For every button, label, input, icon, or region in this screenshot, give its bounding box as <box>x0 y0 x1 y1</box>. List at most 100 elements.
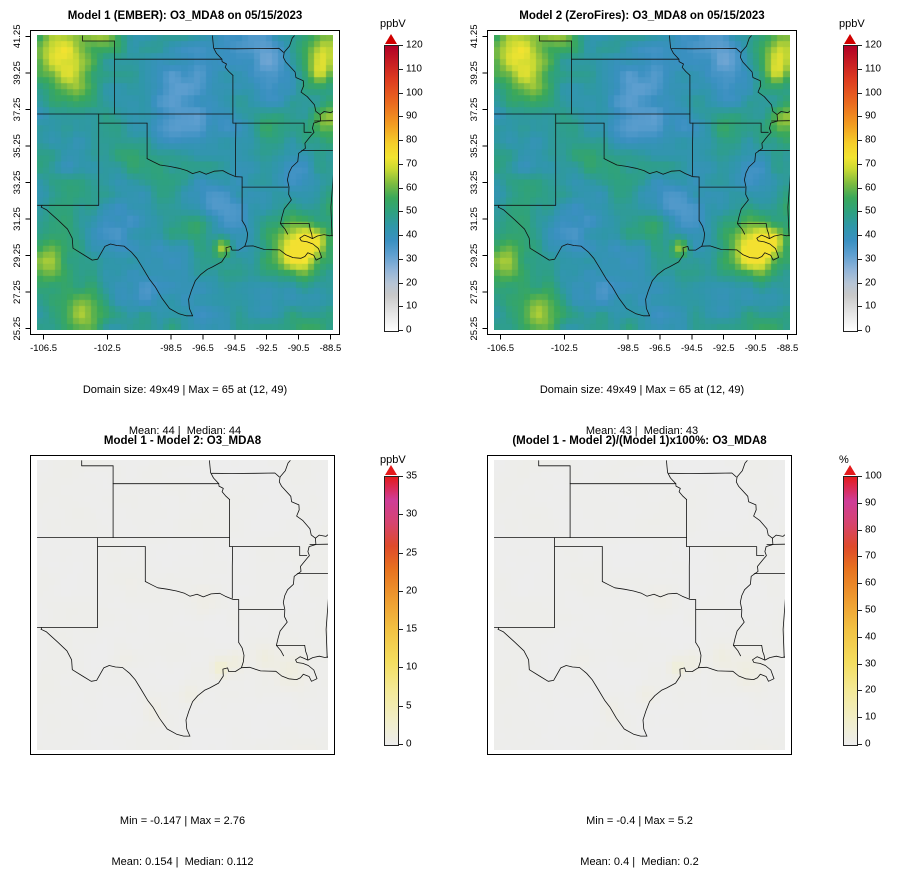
y-axis-tick-label: 35.25 <box>469 134 480 158</box>
colorbar-tick-label: 70 <box>406 158 418 170</box>
colorbar-tick-mark <box>399 514 403 516</box>
x-axis-tick-label: -94.5 <box>681 343 703 354</box>
colorbar-tick-label: 35 <box>406 470 418 482</box>
map-borders-overlay: -106.5 -102.5 -98.5 -96.5 -94.5 -92.5 -90.5 -88… <box>12 25 341 354</box>
colorbar-tick-mark <box>858 663 862 665</box>
colorbar-tick-label: 50 <box>865 604 877 616</box>
y-axis-tick-label: 29.25 <box>12 244 23 268</box>
heatmap-canvas <box>494 35 790 330</box>
colorbar-tick-mark <box>858 502 862 504</box>
colorbar-tick-label: 100 <box>406 87 423 98</box>
colorbar-tick-label: 100 <box>865 87 882 98</box>
state-borders <box>494 460 785 737</box>
x-axis-tick-label: -102.5 <box>94 343 121 354</box>
colorbar-tick-mark <box>858 610 862 611</box>
x-axis-tick-label: -102.5 <box>551 343 578 354</box>
map-borders-overlay <box>487 455 792 755</box>
heatmap-canvas <box>37 460 328 750</box>
y-axis-tick-label: 25.25 <box>12 317 23 341</box>
colorbar-tick-mark <box>399 629 403 631</box>
colorbar-tick-mark <box>399 330 403 331</box>
colorbar-tick-mark <box>399 306 403 308</box>
colorbar-tick-label: 80 <box>865 524 877 536</box>
colorbar-tick-mark <box>399 705 403 707</box>
stats-line-1: Domain size: 49x49 | Max = 65 at (12, 49… <box>539 384 745 396</box>
colorbar-tick-label: 80 <box>865 134 877 146</box>
x-axis-tick-label: -106.5 <box>30 343 57 354</box>
colorbar-tick-mark <box>858 211 862 213</box>
colorbar-tick-label: 20 <box>865 684 877 696</box>
colorbar-tick-mark <box>858 187 862 189</box>
y-axis-tick-label: 33.25 <box>12 171 23 195</box>
colorbar-tick-label: 60 <box>865 182 877 193</box>
x-axis-tick-label: -92.5 <box>256 343 278 354</box>
y-axis-tick-label: 25.25 <box>469 317 480 341</box>
map-plot: -106.5 -102.5 -98.5 -96.5 -94.5 -92.5 -90.5 -88… <box>12 25 341 354</box>
colorbar-tick-mark <box>858 690 862 692</box>
x-axis-tick-label: -88.5 <box>320 343 342 354</box>
colorbar-tick-mark <box>858 45 862 46</box>
colorbar-unit-label: % <box>839 454 849 466</box>
colorbar-tick-mark <box>399 476 403 477</box>
colorbar-tick-mark <box>858 744 862 745</box>
colorbar-tick-mark <box>858 717 862 719</box>
colorbar-tick-mark <box>858 163 862 165</box>
state-borders <box>37 460 328 737</box>
colorbar-tick-label: 5 <box>406 700 412 712</box>
y-axis-tick-label: 27.25 <box>469 280 480 304</box>
x-axis-tick-label: -98.5 <box>617 343 639 354</box>
y-axis-tick-label: 31.25 <box>469 207 480 231</box>
colorbar-tick-mark <box>399 163 403 165</box>
colorbar-tick-mark <box>858 92 862 94</box>
panel-title: Model 1 (EMBER): O3_MDA8 on 05/15/2023 <box>67 10 303 22</box>
colorbar-tick-label: 10 <box>865 300 877 312</box>
map-plot <box>487 455 792 755</box>
colorbar-tick-mark <box>858 116 862 118</box>
panel-stats: Domain size: 49x49 | Max = 65 at (12, 49… <box>0 357 370 465</box>
x-axis-tick-label: -98.5 <box>160 343 182 354</box>
colorbar-tick-label: 30 <box>406 508 418 520</box>
colorbar-tick-mark <box>858 282 862 284</box>
colorbar-tick-label: 30 <box>865 253 877 265</box>
colorbar-tick-label: 60 <box>406 182 418 193</box>
panel-stats: Min = -0.4 | Max = 5.2 Mean: 0.4 | Media… <box>457 788 822 896</box>
colorbar-tick-label: 100 <box>865 470 882 482</box>
colorbar-tick-mark <box>858 330 862 331</box>
y-axis-tick-label: 31.25 <box>12 207 23 231</box>
y-axis-tick-label: 37.25 <box>12 98 23 122</box>
x-axis-tick-label: -94.5 <box>224 343 246 354</box>
colorbar-tick-label: 25 <box>406 547 418 559</box>
axis-ticks <box>25 35 331 340</box>
colorbar-tick-label: 40 <box>865 229 877 241</box>
stats-line-1: Min = -0.4 | Max = 5.2 <box>586 815 693 827</box>
stats-line-2: Mean: 43 | Median: 43 <box>585 424 699 437</box>
panel-title: (Model 1 - Model 2)/(Model 1)x100%: O3_M… <box>512 435 767 447</box>
x-axis-tick-label: -106.5 <box>487 343 514 354</box>
x-axis-tick-label: -90.5 <box>288 343 310 354</box>
colorbar-tick-mark <box>399 282 403 284</box>
colorbar-tick-label: 50 <box>865 205 877 217</box>
colorbar-tick-label: 30 <box>406 253 418 265</box>
panel-title: Model 1 - Model 2: O3_MDA8 <box>103 435 262 447</box>
colorbar-tick-label: 90 <box>406 110 418 122</box>
y-axis-tick-label: 35.25 <box>12 134 23 158</box>
colorbar-tick-mark <box>399 211 403 213</box>
colorbar-tick-mark <box>858 258 862 260</box>
colorbar-tick-label: 60 <box>865 577 877 589</box>
y-axis-tick-label: 29.25 <box>469 244 480 268</box>
colorbar-tick-mark <box>858 235 862 236</box>
colorbar-tick-label: 90 <box>865 110 877 122</box>
colorbar-tick-label: 0 <box>865 324 871 336</box>
figure: Model 1 (EMBER): O3_MDA8 on 05/15/2023 -… <box>0 10 882 868</box>
colorbar-tick-label: 30 <box>865 658 877 670</box>
colorbar-tick-mark <box>399 744 403 745</box>
colorbar-tick-label: 40 <box>406 229 418 241</box>
colorbar-max-arrow-icon <box>844 34 856 44</box>
colorbar-tick-mark <box>399 140 403 141</box>
panel-difference: Model 1 - Model 2: O3_MDA8 ppbV 0 5 10 15 20… <box>0 420 450 868</box>
colorbar-tick-mark <box>399 45 403 46</box>
stats-line-2: Mean: 0.154 | Median: 0.112 <box>111 855 254 868</box>
colorbar-tick-mark <box>399 590 403 592</box>
colorbar-tick-label: 10 <box>406 661 418 673</box>
x-axis-tick-label: -90.5 <box>745 343 767 354</box>
